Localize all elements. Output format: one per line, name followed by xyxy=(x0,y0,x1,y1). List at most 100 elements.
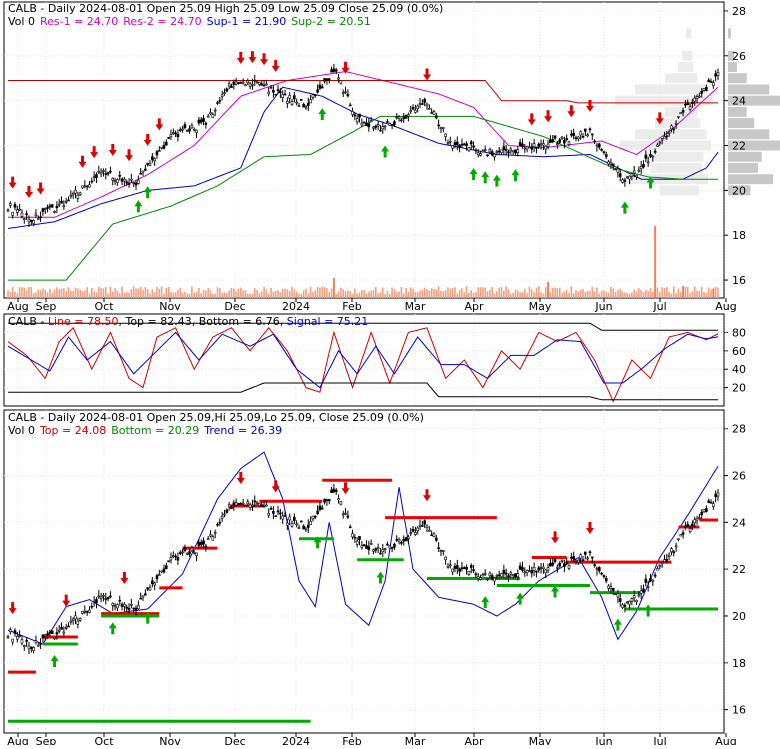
y-tick-label: 26 xyxy=(732,470,746,483)
volume-bar xyxy=(228,290,230,298)
volume-bar xyxy=(663,288,666,298)
candle-body xyxy=(497,150,501,153)
volume-bar xyxy=(354,288,356,298)
candle-body xyxy=(104,598,108,600)
volume-bar xyxy=(51,292,54,298)
volume-bar xyxy=(582,288,584,298)
candle-body xyxy=(642,163,645,168)
candle-body xyxy=(202,540,205,545)
candle-body xyxy=(665,135,669,138)
volume-bar xyxy=(493,293,496,298)
candle-body xyxy=(64,627,68,629)
candle-body xyxy=(374,548,378,551)
candle-body xyxy=(476,576,480,579)
volume-bar xyxy=(267,293,270,298)
candle-body xyxy=(204,545,208,548)
volume-bar xyxy=(88,293,91,298)
volume-bar xyxy=(456,293,459,298)
candle-body xyxy=(604,154,608,158)
volume-bar xyxy=(533,292,535,298)
candle-body xyxy=(141,595,145,598)
candle-body xyxy=(365,545,368,549)
candle-body xyxy=(667,131,671,134)
sell-arrow xyxy=(423,68,432,81)
volume-bar xyxy=(635,291,638,298)
candle-body xyxy=(279,512,282,515)
candle-body xyxy=(437,547,440,549)
sell-arrow xyxy=(125,149,134,162)
candle-body xyxy=(635,599,638,603)
candle-body xyxy=(13,630,17,634)
sell-arrow xyxy=(655,112,664,125)
x-tick-label: Nov xyxy=(159,735,181,745)
volume-bar xyxy=(603,290,605,298)
candle-body xyxy=(481,150,485,153)
candle-body xyxy=(649,577,652,581)
volume-bar xyxy=(70,290,72,298)
candle-body xyxy=(523,571,527,574)
candle-body xyxy=(297,527,301,529)
candle-body xyxy=(525,146,529,150)
candle-body xyxy=(425,525,429,529)
candle-body xyxy=(48,631,52,634)
candle-body xyxy=(6,209,10,212)
candle-body xyxy=(635,174,638,178)
volume-bar xyxy=(600,291,603,298)
candle-body xyxy=(244,84,247,87)
candle-body xyxy=(590,556,594,559)
candle-body xyxy=(625,176,629,179)
candle-body xyxy=(71,618,75,621)
candle-body xyxy=(39,643,42,645)
volume-bar xyxy=(67,287,70,298)
candle-body xyxy=(95,174,98,179)
trend-arrows xyxy=(8,471,653,667)
candle-body xyxy=(602,575,606,577)
volume-bar xyxy=(458,290,461,298)
volume-bar xyxy=(575,290,577,298)
candle-body xyxy=(521,143,524,147)
candle-body xyxy=(358,113,361,118)
candle-body xyxy=(227,504,231,508)
volume-bar xyxy=(510,293,512,298)
candle-body xyxy=(542,566,545,570)
x-tick-label: 2024 xyxy=(282,735,310,745)
volume-bar xyxy=(193,292,196,298)
candle-body xyxy=(535,147,538,149)
candle-body xyxy=(178,552,182,554)
candle-body xyxy=(83,185,87,188)
volume-profile-bar xyxy=(728,140,780,151)
candle-body xyxy=(453,565,457,569)
candle-body xyxy=(53,637,56,640)
candle-body xyxy=(139,173,142,175)
volume-bar xyxy=(188,293,191,298)
volume-bar xyxy=(372,290,375,298)
candle-body xyxy=(57,630,61,632)
candle-body xyxy=(83,610,87,613)
volume-bar xyxy=(421,289,424,298)
candle-body xyxy=(309,521,312,525)
legend-entry: Res-2 = 24.70 xyxy=(123,15,201,28)
volume-bar xyxy=(9,291,12,298)
candle-body xyxy=(18,635,21,637)
volume-bar xyxy=(253,288,256,298)
candle-body xyxy=(160,146,163,149)
overlay-sup-1 xyxy=(7,86,719,229)
volume-bar xyxy=(670,293,673,298)
volume-bar xyxy=(60,288,63,298)
volume-bar xyxy=(491,287,493,298)
candle-body xyxy=(586,134,589,137)
sell-arrow xyxy=(236,471,245,484)
volume-bar xyxy=(58,289,61,298)
volume-bar xyxy=(312,291,314,298)
candle-body xyxy=(651,155,655,158)
volume-bar xyxy=(14,291,16,298)
x-tick-label: Jul xyxy=(652,300,666,313)
candle-body xyxy=(223,92,226,94)
candle-body xyxy=(632,170,636,174)
candle-body xyxy=(542,143,545,146)
candle-body xyxy=(509,148,513,151)
candle-body xyxy=(109,595,112,598)
candle-body xyxy=(22,218,26,221)
volume-bar xyxy=(454,287,456,298)
candle-body xyxy=(374,125,378,128)
